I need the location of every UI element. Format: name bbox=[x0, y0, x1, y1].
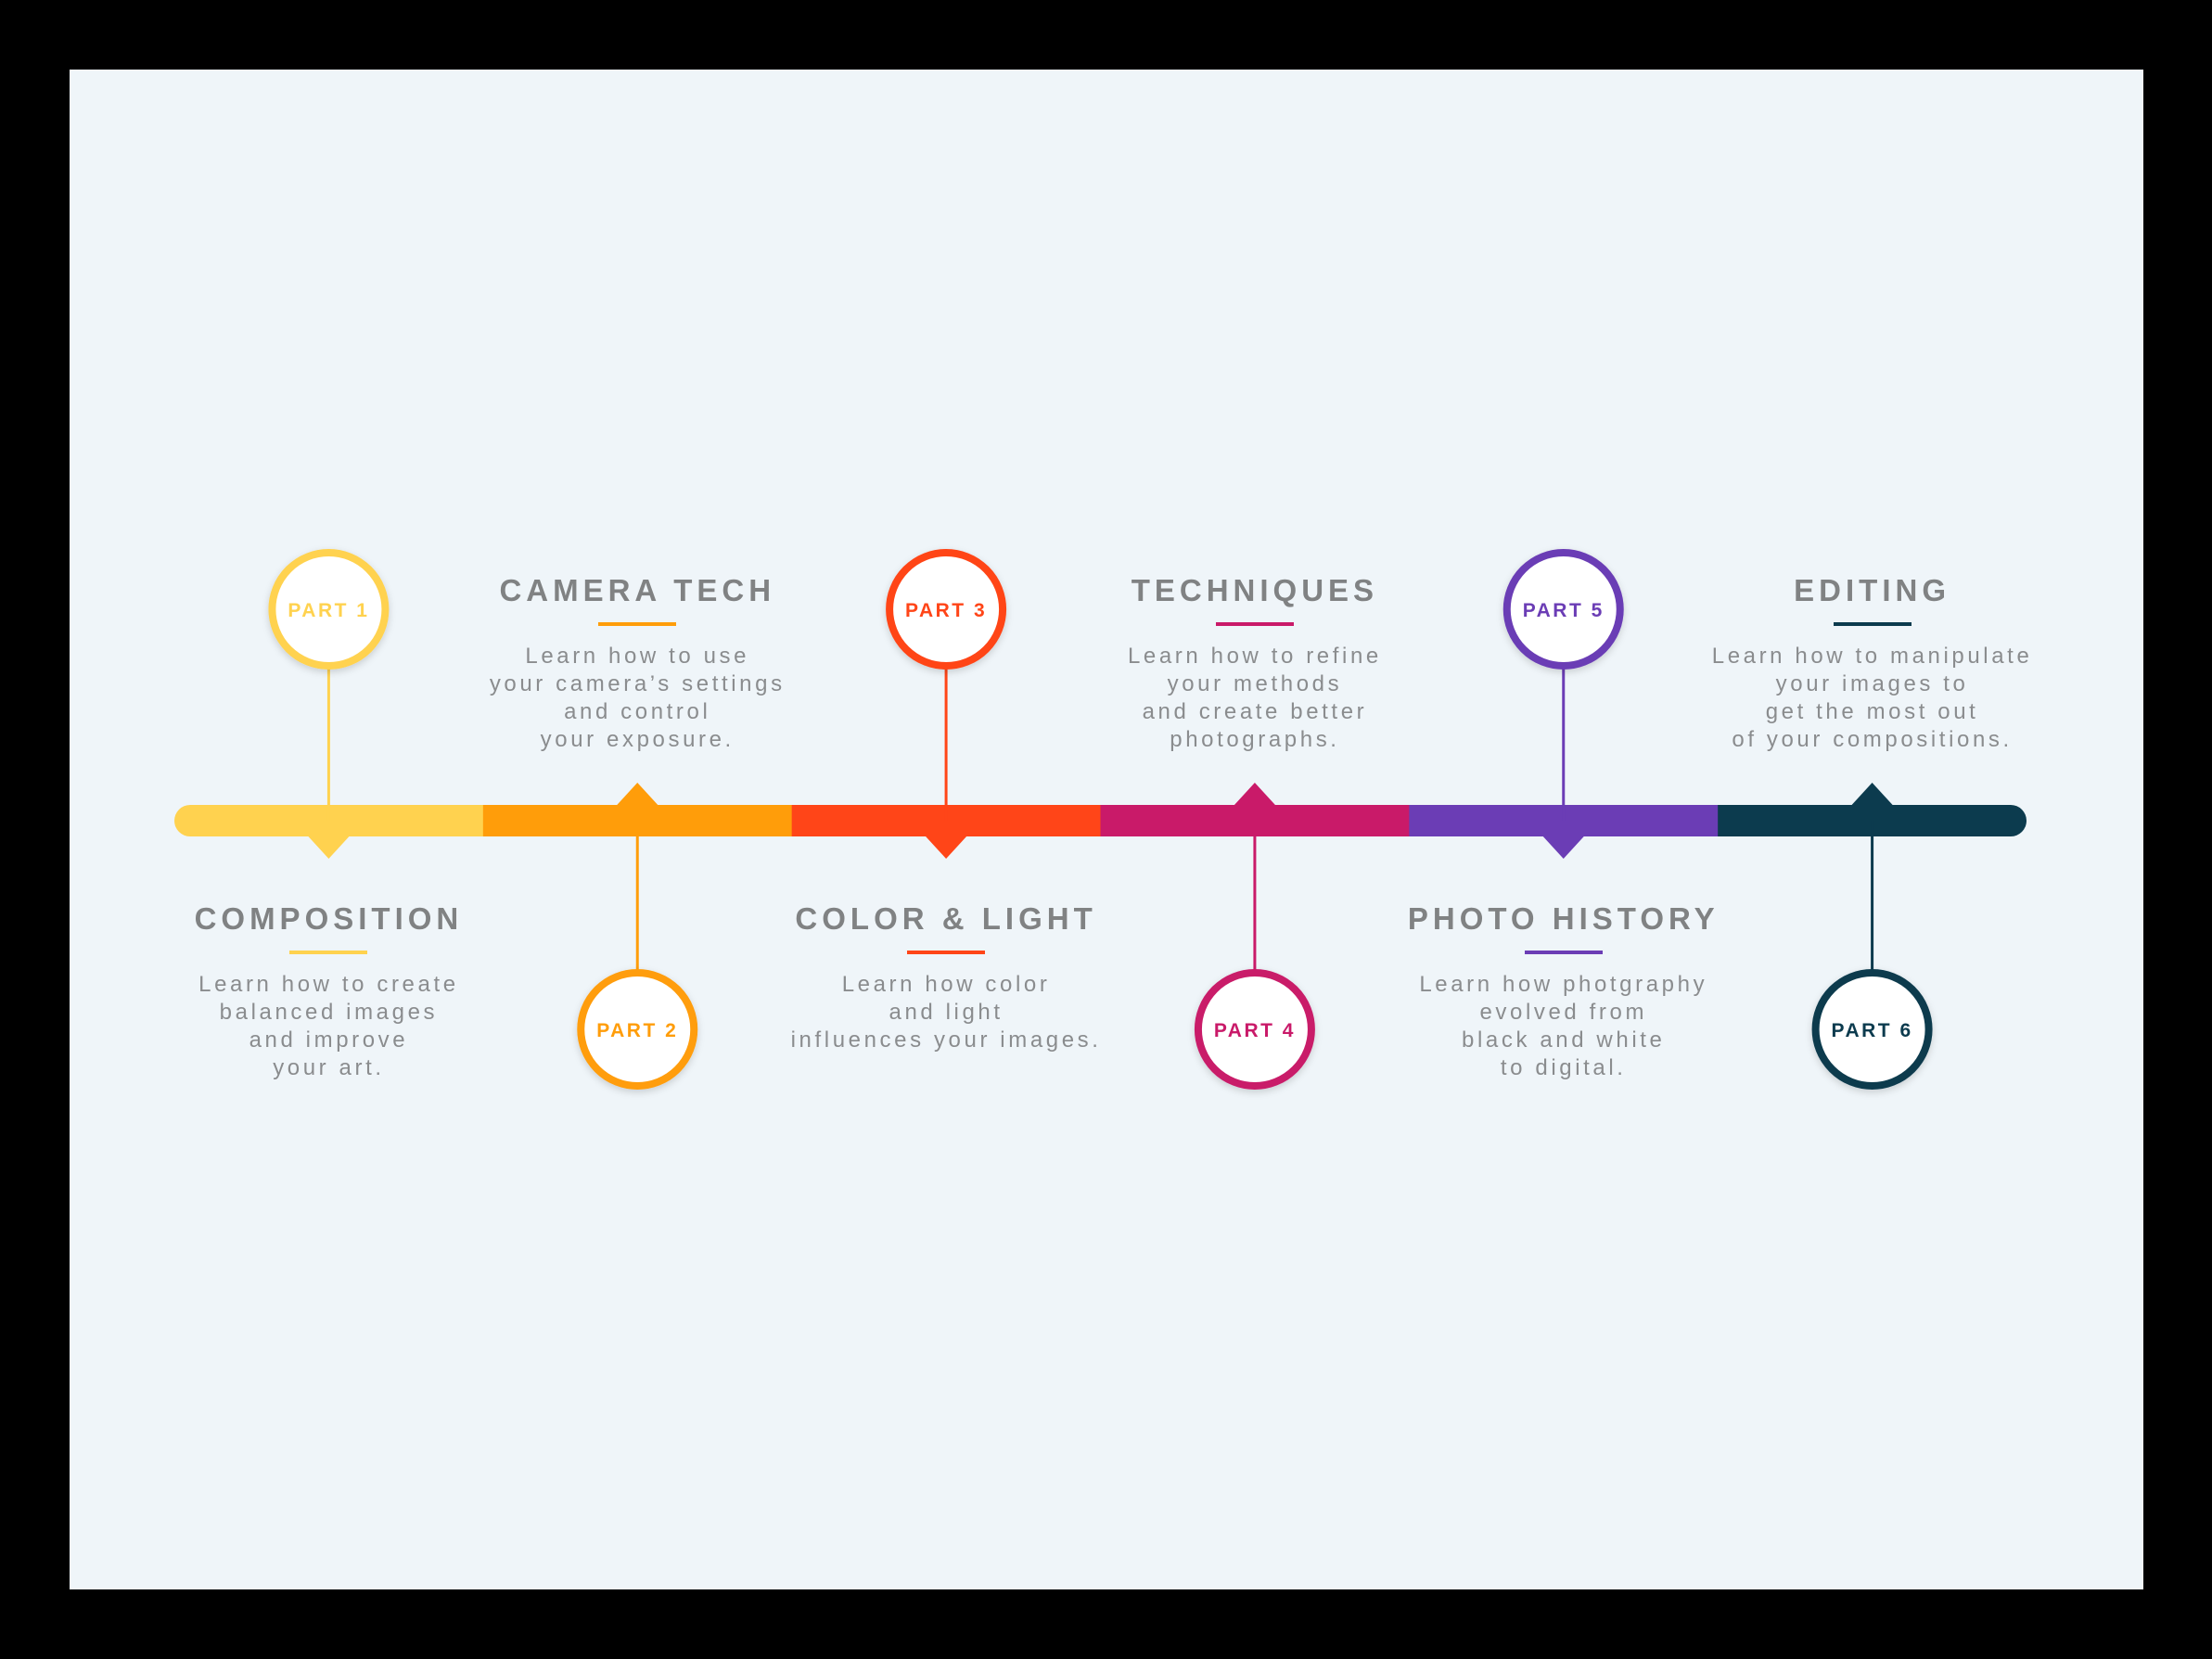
part-label: PART 4 bbox=[1214, 1020, 1296, 1041]
part-label: PART 3 bbox=[905, 600, 987, 621]
title-underline bbox=[1524, 951, 1603, 954]
description-line: and control bbox=[564, 699, 711, 724]
description-line: Learn how to manipulate bbox=[1711, 644, 2033, 669]
part-badge: PART 6 bbox=[1811, 969, 1933, 1090]
description-line: get the most out bbox=[1765, 699, 1979, 724]
canvas: PART 1 PART 2 PART 3 PART 4 PART 5 PART 6 COM… bbox=[70, 70, 2143, 1589]
part-circle bbox=[886, 549, 1007, 670]
segment-marker bbox=[1234, 783, 1275, 805]
step-description: Learn how to create balanced images and im… bbox=[124, 971, 532, 1082]
part-label: PART 2 bbox=[596, 1020, 678, 1041]
description-line: Learn how to create bbox=[198, 972, 459, 997]
step-title: COLOR & LIGHT bbox=[795, 901, 1097, 936]
title-underline bbox=[907, 951, 986, 954]
part-circle bbox=[268, 549, 390, 670]
timeline: PART 1 PART 2 PART 3 PART 4 PART 5 PART 6 bbox=[174, 549, 2027, 1090]
description-line: your art. bbox=[273, 1055, 385, 1080]
title-underline bbox=[598, 622, 677, 626]
part-badge: PART 5 bbox=[1502, 549, 1624, 670]
step-description: Learn how to refine your methods and creat… bbox=[1051, 643, 1459, 754]
step-title: EDITING bbox=[1794, 573, 1950, 607]
description-line: balanced images bbox=[219, 1000, 439, 1025]
part-circle bbox=[1194, 969, 1315, 1090]
part-badge: PART 4 bbox=[1194, 969, 1315, 1090]
description-line: your exposure. bbox=[540, 727, 735, 752]
description-line: influences your images. bbox=[790, 1027, 1102, 1053]
description-line: your images to bbox=[1775, 671, 1969, 696]
part-label: PART 6 bbox=[1832, 1020, 1913, 1041]
description-line: and create better bbox=[1142, 699, 1368, 724]
segment-marker bbox=[926, 836, 967, 859]
description-line: Learn how to use bbox=[525, 644, 750, 669]
part-circle bbox=[1502, 549, 1624, 670]
step-description: Learn how to use your camera’s settings an… bbox=[433, 643, 841, 754]
description-line: Learn how to refine bbox=[1127, 644, 1382, 669]
description-line: and light bbox=[889, 1000, 1004, 1025]
part-badge: PART 1 bbox=[268, 549, 390, 670]
title-underline bbox=[1215, 622, 1294, 626]
description-line: and improve bbox=[249, 1027, 409, 1053]
step-title: CAMERA TECH bbox=[499, 573, 776, 607]
description-line: to digital. bbox=[1500, 1055, 1627, 1080]
step-description: Learn how color and light influences your … bbox=[742, 971, 1150, 1054]
title-underline bbox=[1833, 622, 1912, 626]
description-line: your methods bbox=[1167, 671, 1343, 696]
description-line: Learn how photgraphy bbox=[1419, 972, 1708, 997]
description-line: of your compositions. bbox=[1732, 727, 2013, 752]
step-description: Learn how photgraphy evolved from black an… bbox=[1360, 971, 1768, 1082]
description-line: evolved from bbox=[1479, 1000, 1648, 1025]
title-underline bbox=[289, 951, 368, 954]
part-circle bbox=[1811, 969, 1933, 1090]
segment-marker bbox=[1542, 836, 1584, 859]
step-title: PHOTO HISTORY bbox=[1407, 901, 1720, 936]
part-label: PART 1 bbox=[288, 600, 369, 621]
step-title: TECHNIQUES bbox=[1131, 573, 1379, 607]
step-description: Learn how to manipulate your images to get… bbox=[1669, 643, 2077, 754]
part-badge: PART 3 bbox=[886, 549, 1007, 670]
part-circle bbox=[577, 969, 698, 1090]
description-line: photographs. bbox=[1170, 727, 1340, 752]
description-line: your camera’s settings bbox=[489, 671, 786, 696]
description-line: black and white bbox=[1462, 1027, 1666, 1053]
part-badge: PART 2 bbox=[577, 969, 698, 1090]
segment-marker bbox=[308, 836, 350, 859]
description-line: Learn how color bbox=[841, 972, 1051, 997]
part-label: PART 5 bbox=[1523, 600, 1605, 621]
step-title: COMPOSITION bbox=[194, 901, 464, 936]
segment-marker bbox=[1851, 783, 1893, 805]
segment-marker bbox=[617, 783, 658, 805]
